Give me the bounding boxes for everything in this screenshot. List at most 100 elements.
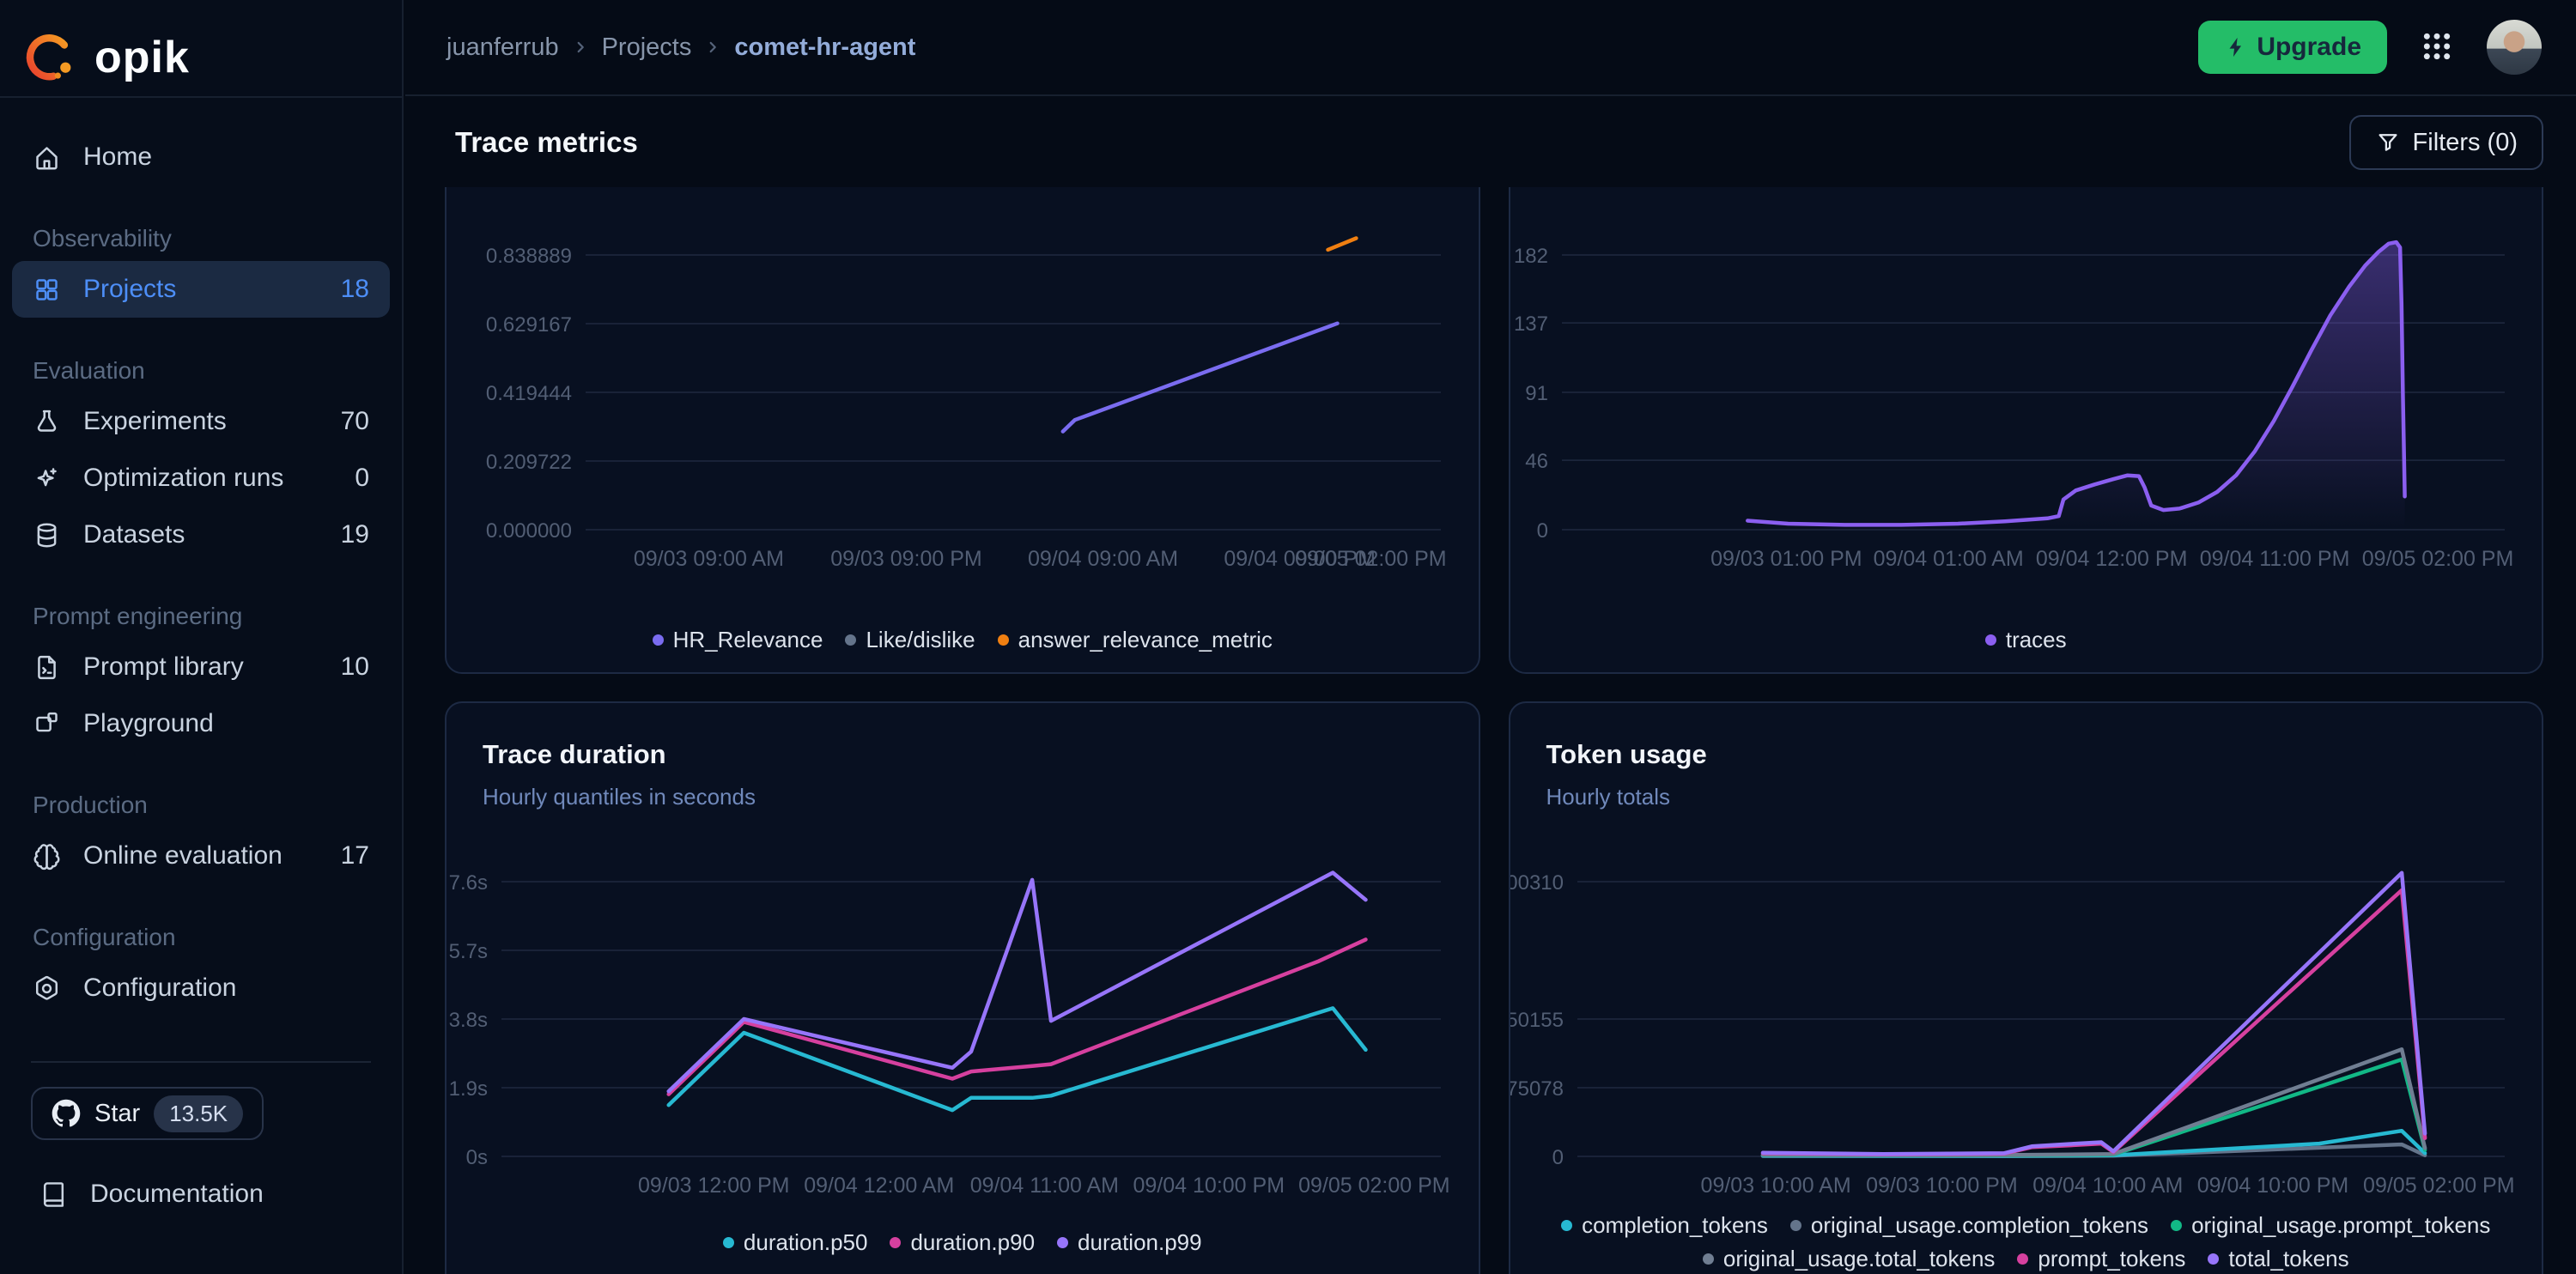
breadcrumb-item[interactable]: Projects	[601, 33, 692, 61]
sidebar-divider	[0, 96, 402, 98]
star-label: Star	[94, 1099, 141, 1127]
funnel-icon	[2379, 134, 2397, 151]
footer-divider	[31, 1061, 371, 1063]
sidebar-item-count: 19	[340, 520, 369, 549]
series-duration-p90	[666, 937, 1368, 1096]
legend-label: answer_relevance_metric	[1018, 627, 1273, 652]
sidebar-item-label: Projects	[83, 275, 177, 303]
token-usage-chart: 300310 150155 75078 0 09/03 10:00 AM 09/03 10…	[1510, 871, 2515, 1198]
svg-text:09/04 11:00 AM: 09/04 11:00 AM	[970, 1174, 1119, 1198]
legend-label: total_tokens	[2228, 1246, 2349, 1271]
legend-dot-icon	[1984, 634, 1996, 646]
opik-logo-icon	[26, 34, 71, 81]
sidebar-item-prompt-library[interactable]: Prompt library 10	[12, 639, 390, 695]
chart-card-token-usage: Token usage Hourly totals 300310 150155 75…	[1508, 701, 2543, 1274]
legend-label: Like/dislike	[866, 627, 975, 652]
upgrade-label: Upgrade	[2257, 33, 2361, 61]
svg-text:0.838889: 0.838889	[486, 245, 572, 268]
legend-label: completion_tokens	[1582, 1212, 1768, 1238]
github-icon	[52, 1099, 81, 1127]
sidebar-item-documentation[interactable]: Documentation	[19, 1166, 383, 1222]
book-icon	[43, 1181, 64, 1207]
legend-item-original-usage-total-tokens: original_usage.total_tokens	[1702, 1246, 1996, 1272]
chart-card-traces: 182 137 91 46 0 09/03 01:00 PM 09/04 01:00 AM 0…	[1508, 187, 2543, 674]
series-duration-p99	[666, 871, 1368, 1094]
sidebar-item-label: Prompt library	[83, 652, 244, 681]
sidebar-section-label: Observability	[33, 225, 172, 252]
chevron-right-icon	[709, 41, 717, 53]
legend-item-duration-p90: duration.p90	[890, 1229, 1035, 1256]
sidebar-section-label: Prompt engineering	[33, 603, 243, 629]
svg-text:300310: 300310	[1510, 871, 1564, 895]
sidebar-item-count: 0	[355, 464, 369, 492]
svg-text:182: 182	[1513, 245, 1547, 268]
charts-scroll-area[interactable]: 0.838889 0.629167 0.419444 0.209722 0.000000…	[405, 187, 2576, 1274]
sidebar-item-projects[interactable]: Projects 18	[12, 261, 390, 318]
breadcrumb-item[interactable]: juanferrub	[447, 33, 559, 61]
token-usage-legend: completion_tokens original_usage.completi…	[1522, 1208, 2530, 1274]
sidebar-item-online-evaluation[interactable]: Online evaluation 17	[12, 828, 390, 884]
feedback-scores-chart: 0.838889 0.629167 0.419444 0.209722 0.000000…	[486, 236, 1447, 571]
legend-item-like-dislike: Like/dislike	[845, 627, 975, 653]
sidebar-item-experiments[interactable]: Experiments 70	[12, 393, 390, 450]
sidebar-item-playground[interactable]: Playground	[12, 695, 390, 752]
sidebar: opik Home Observability Projects 18 Evaluati…	[0, 0, 404, 1274]
svg-text:0.000000: 0.000000	[486, 519, 572, 543]
topbar: juanferrub Projects comet-hr-agent Upgrade	[405, 0, 2576, 96]
svg-text:0s: 0s	[466, 1146, 488, 1169]
charts-grid: 0.838889 0.629167 0.419444 0.209722 0.000000…	[445, 187, 2543, 1274]
sidebar-item-optimization-runs[interactable]: Optimization runs 0	[12, 450, 390, 507]
sidebar-item-count: 17	[340, 841, 369, 870]
legend-dot-icon	[997, 634, 1009, 646]
legend-item-answer-relevance-metric: answer_relevance_metric	[997, 627, 1273, 653]
legend-dot-icon	[652, 634, 664, 646]
github-star-button[interactable]: Star 13.5K	[31, 1087, 264, 1140]
series-original-usage-total-tokens	[1760, 1047, 2427, 1157]
svg-text:0.629167: 0.629167	[486, 313, 572, 337]
breadcrumb-item[interactable]: comet-hr-agent	[734, 33, 916, 61]
sidebar-item-configuration[interactable]: Configuration	[12, 960, 390, 1016]
svg-text:09/03 09:00 PM: 09/03 09:00 PM	[830, 547, 982, 571]
svg-text:09/04 10:00 PM: 09/04 10:00 PM	[1133, 1174, 1285, 1198]
grid-icon	[36, 278, 58, 300]
trace-duration-head: Trace duration Hourly quantiles in secon…	[483, 739, 1443, 810]
series-prompt-tokens	[1760, 888, 2427, 1156]
apps-grid-button[interactable]	[2416, 27, 2458, 68]
legend-dot-icon	[845, 634, 857, 646]
logo[interactable]: opik	[0, 0, 402, 94]
svg-text:1.9s: 1.9s	[449, 1077, 488, 1101]
filters-label: Filters (0)	[2412, 128, 2518, 156]
legend-item-traces: traces	[1984, 627, 2067, 653]
svg-text:0.209722: 0.209722	[486, 451, 572, 474]
legend-label: prompt_tokens	[2038, 1246, 2186, 1271]
svg-text:09/04 09:00 AM: 09/04 09:00 AM	[1028, 547, 1178, 571]
legend-item-total-tokens: total_tokens	[2208, 1246, 2349, 1272]
page-header: Trace metrics Filters (0)	[405, 98, 2576, 187]
legend-label: original_usage.prompt_tokens	[2191, 1212, 2491, 1238]
flask-icon	[37, 410, 57, 432]
sidebar-item-count: 70	[340, 407, 369, 435]
chevron-right-icon	[577, 41, 584, 53]
layout-icon	[36, 712, 58, 731]
sidebar-item-home[interactable]: Home	[12, 129, 390, 185]
svg-text:150155: 150155	[1510, 1009, 1564, 1032]
svg-text:09/04 12:00 AM: 09/04 12:00 AM	[804, 1174, 954, 1198]
sidebar-section-label: Evaluation	[33, 357, 145, 384]
database-icon	[37, 522, 57, 548]
user-avatar[interactable]	[2487, 20, 2542, 75]
legend-dot-icon	[1789, 1220, 1801, 1231]
sidebar-item-label: Experiments	[83, 407, 227, 435]
series-answer-relevance-metric	[1326, 236, 1358, 252]
legend-dot-icon	[2208, 1253, 2220, 1265]
sidebar-item-count: 18	[340, 275, 369, 303]
upgrade-button[interactable]: Upgrade	[2198, 21, 2387, 74]
filters-button[interactable]: Filters (0)	[2348, 115, 2543, 170]
svg-text:09/05 02:00 PM: 09/05 02:00 PM	[1298, 1174, 1450, 1198]
sidebar-item-label: Configuration	[83, 974, 237, 1002]
sidebar-item-datasets[interactable]: Datasets 19	[12, 507, 390, 563]
svg-text:09/04 10:00 PM: 09/04 10:00 PM	[2196, 1174, 2348, 1198]
svg-text:09/05 02:00 PM: 09/05 02:00 PM	[2363, 1174, 2515, 1198]
legend-label: original_usage.total_tokens	[1722, 1246, 1996, 1271]
brain-icon	[33, 843, 60, 870]
svg-text:09/04 09:00 PM: 09/04 09:00 PM	[1224, 547, 1376, 571]
